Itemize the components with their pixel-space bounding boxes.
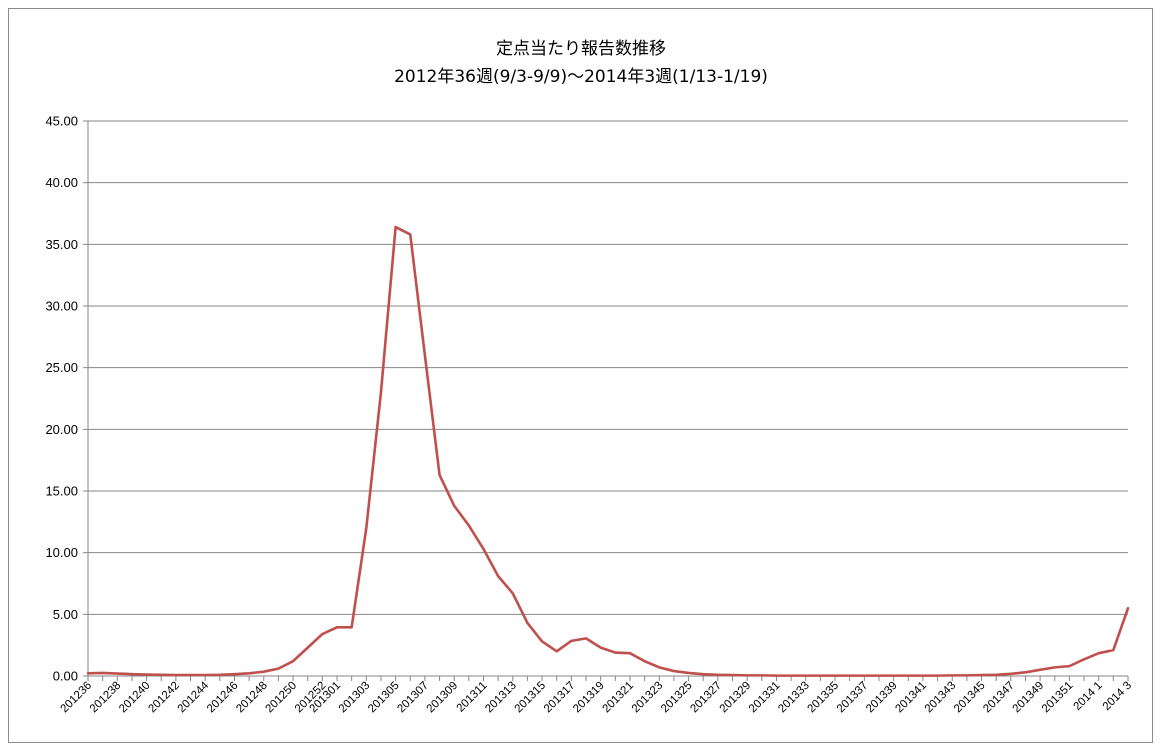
chart-title: 定点当たり報告数推移: [496, 39, 666, 59]
y-tick-label: 10.00: [45, 545, 78, 560]
y-tick-label: 35.00: [45, 237, 78, 252]
x-tick-label: 201339: [864, 680, 900, 716]
x-tick-label: 201305: [366, 680, 402, 716]
x-tick-label: 2014 3: [1101, 680, 1134, 713]
x-axis: 2012362012382012402012422012442012462012…: [59, 675, 1134, 716]
x-tick-label: 201337: [835, 680, 871, 716]
x-tick-label: 201309: [425, 680, 461, 716]
x-tick-label: 201236: [59, 680, 95, 716]
x-tick-label: 201246: [205, 680, 241, 716]
x-tick-label: 201315: [513, 680, 549, 716]
x-tick-label: 201244: [176, 679, 212, 715]
y-tick-label: 40.00: [45, 175, 78, 190]
chart-frame: [8, 8, 1153, 743]
x-tick-label: 2014 1: [1071, 680, 1104, 713]
y-axis: 0.00 5.00 10.00 15.00 20.00 25.00 30.00 35.00 40…: [45, 114, 89, 684]
x-tick-label: 201325: [659, 680, 695, 716]
x-tick-label: 201250: [264, 680, 300, 716]
x-tick-label: 201240: [117, 680, 153, 716]
x-tick-label: 201331: [747, 680, 783, 716]
x-tick-label: 201341: [893, 680, 929, 716]
series-line: [86, 225, 1130, 677]
x-tick-label: 201303: [337, 680, 373, 716]
x-tick-label: 201333: [776, 680, 812, 716]
x-tick-label: 201323: [630, 680, 666, 716]
x-tick-label: 201307: [395, 680, 431, 716]
x-tick-label: 201343: [923, 680, 959, 716]
y-tick-label: 30.00: [45, 299, 78, 314]
y-tick-label: 15.00: [45, 484, 78, 499]
x-tick-label: 201321: [600, 680, 636, 716]
x-tick-label: 201327: [688, 680, 724, 716]
y-tick-label: 45.00: [45, 114, 78, 129]
x-tick-label: 201238: [88, 680, 124, 716]
x-tick-label: 201347: [981, 680, 1017, 716]
x-tick-label: 201242: [146, 680, 182, 716]
y-tick-label: 25.00: [45, 360, 78, 375]
x-tick-label: 201319: [571, 680, 607, 716]
x-tick-label: 201248: [234, 680, 270, 716]
x-tick-label: 201329: [718, 680, 754, 716]
grid-lines: [88, 120, 1128, 677]
y-tick-label: 20.00: [45, 422, 78, 437]
x-tick-label: 201349: [1011, 680, 1047, 716]
y-tick-label: 5.00: [53, 607, 78, 622]
x-tick-label: 201335: [806, 680, 842, 716]
y-tick-label: 0.00: [53, 669, 78, 684]
series-layer: [86, 225, 1130, 677]
x-tick-label: 201351: [1040, 680, 1076, 716]
x-tick-label: 201317: [542, 680, 578, 716]
chart-subtitle: 2012年36週(9/3-9/9)～2014年3週(1/13-1/19): [394, 67, 768, 87]
x-tick-label: 201311: [455, 680, 490, 715]
x-tick-label: 201313: [483, 680, 519, 716]
x-tick-label: 201345: [952, 680, 988, 716]
